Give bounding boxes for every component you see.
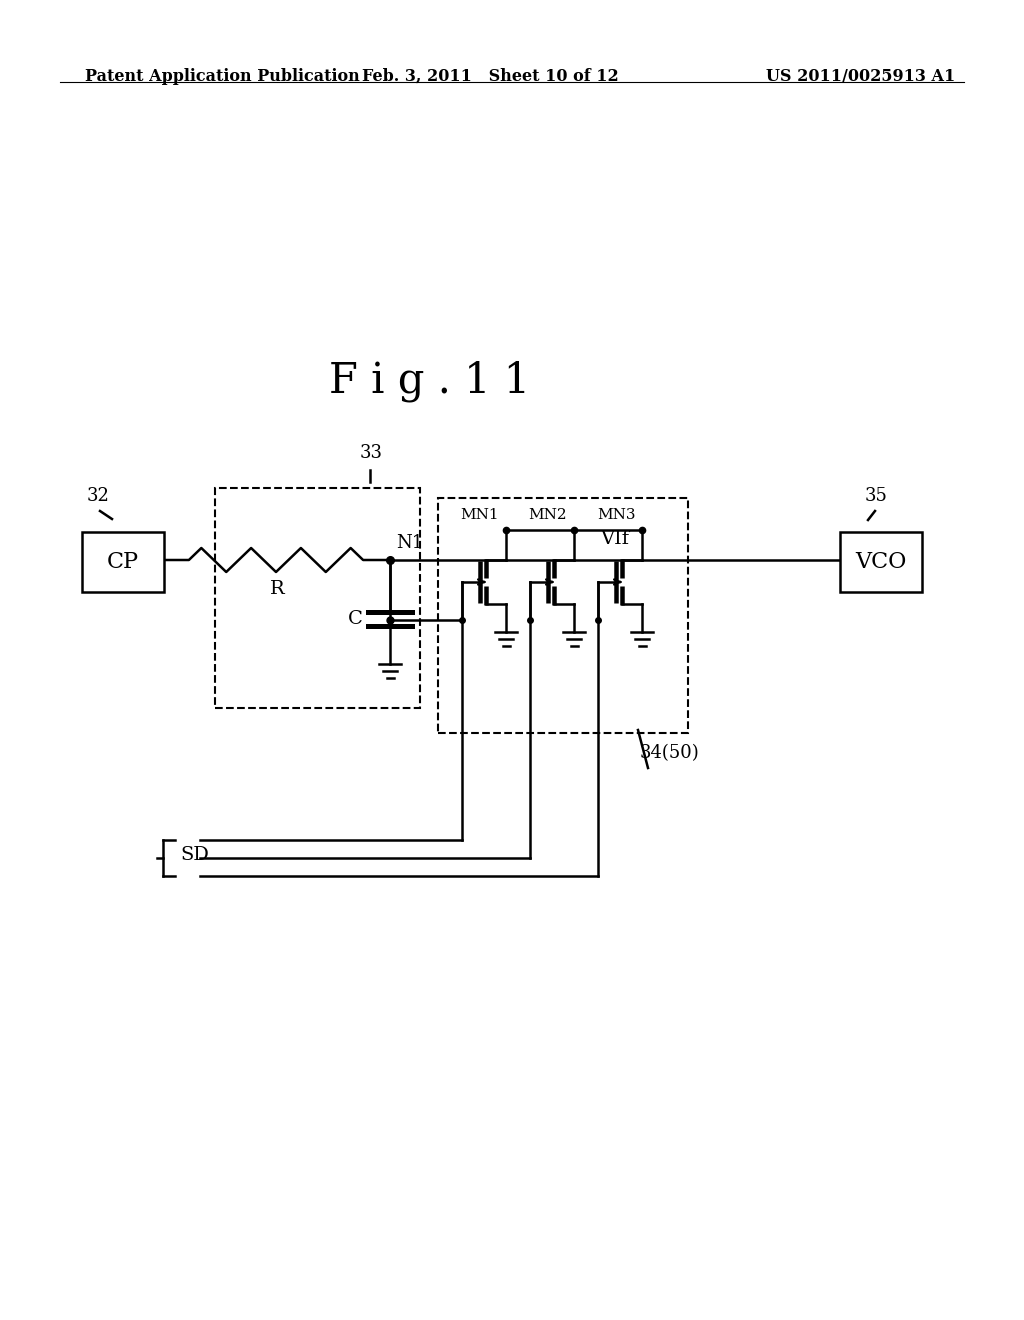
Text: C: C [347,610,362,628]
Text: N1: N1 [396,535,423,552]
Text: 34(50): 34(50) [640,744,699,762]
Text: MN1: MN1 [461,508,500,521]
Text: F i g . 1 1: F i g . 1 1 [330,360,530,403]
Text: CP: CP [106,550,139,573]
Bar [82,532,164,591]
Bar [438,498,688,733]
Bar [840,532,922,591]
Text: Feb. 3, 2011   Sheet 10 of 12: Feb. 3, 2011 Sheet 10 of 12 [361,69,618,84]
Text: SD: SD [180,846,209,865]
Text: 32: 32 [87,487,110,506]
Text: 33: 33 [360,444,383,462]
Text: 35: 35 [865,487,888,506]
Text: MN3: MN3 [597,508,635,521]
Text: VIf: VIf [600,531,630,548]
Text: R: R [269,579,285,598]
Text: VCO: VCO [855,550,906,573]
Text: MN2: MN2 [528,508,567,521]
Bar [215,488,420,708]
Text: US 2011/0025913 A1: US 2011/0025913 A1 [766,69,955,84]
Text: Patent Application Publication: Patent Application Publication [85,69,359,84]
